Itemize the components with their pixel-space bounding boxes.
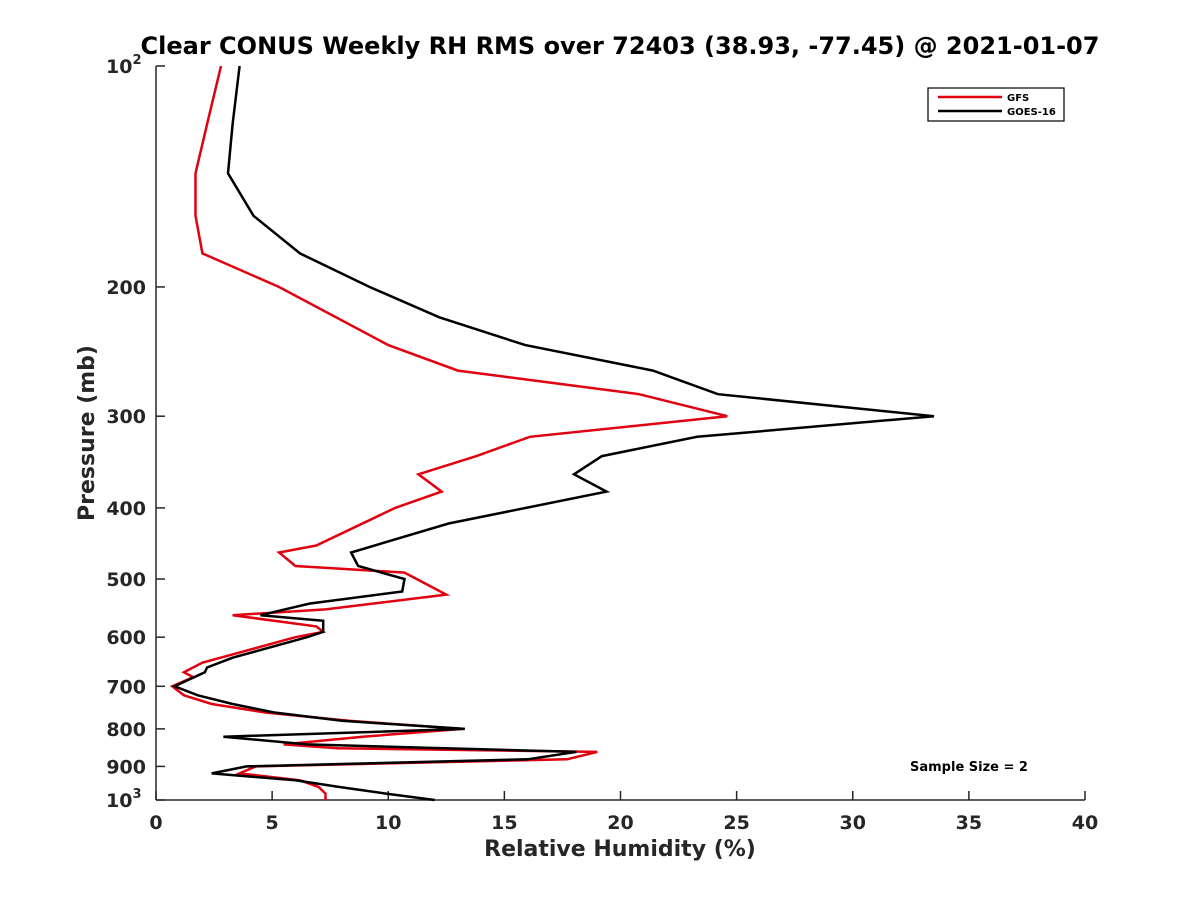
series-line-gfs (169, 65, 728, 800)
y-tick-label: 800 (106, 719, 146, 741)
y-tick-base: 10 (106, 56, 132, 78)
y-tick-exponent: 3 (132, 787, 141, 802)
legend-label-gfs: GFS (1007, 93, 1029, 104)
x-tick-label: 0 (149, 812, 162, 834)
y-axis-label: Pressure (mb) (75, 345, 100, 521)
x-tick-label: 15 (491, 812, 517, 834)
x-tick-label: 20 (607, 812, 633, 834)
sample-size-annotation: Sample Size = 2 (910, 760, 1028, 775)
y-tick-label: 400 (106, 498, 146, 520)
series-layer (169, 65, 935, 802)
y-tick-label: 200 (106, 277, 146, 299)
x-tick-label: 10 (375, 812, 401, 834)
legend-box (927, 87, 1065, 122)
x-tick-label: 30 (840, 812, 866, 834)
x-tick-label: 5 (266, 812, 279, 834)
y-tick-label: 300 (106, 406, 146, 428)
y-tick-base: 10 (106, 790, 132, 812)
x-tick-label: 40 (1072, 812, 1098, 834)
legend-label-goes16: GOES-16 (1007, 107, 1056, 118)
legend: GFS GOES-16 (927, 87, 1065, 122)
y-tick-label: 700 (106, 676, 146, 698)
y-tick-exponent: 2 (132, 53, 141, 68)
x-tick-label: 25 (723, 812, 749, 834)
series-line-goes16 (171, 65, 935, 802)
x-tick-label: 35 (956, 812, 982, 834)
x-axis-label: Relative Humidity (%) (484, 837, 756, 862)
chart-title: Clear CONUS Weekly RH RMS over 72403 (38… (141, 32, 1100, 60)
y-tick-label: 900 (106, 756, 146, 778)
y-tick-label: 500 (106, 569, 146, 591)
y-tick-label: 102 (106, 53, 142, 78)
y-tick-label: 600 (106, 627, 146, 649)
x-ticks: 0 5 10 15 20 25 30 35 40 (149, 791, 1098, 834)
plot-area: 0 5 10 15 20 25 30 35 40 10220030040050060070080… (106, 53, 1098, 834)
y-tick-label: 103 (106, 787, 142, 812)
